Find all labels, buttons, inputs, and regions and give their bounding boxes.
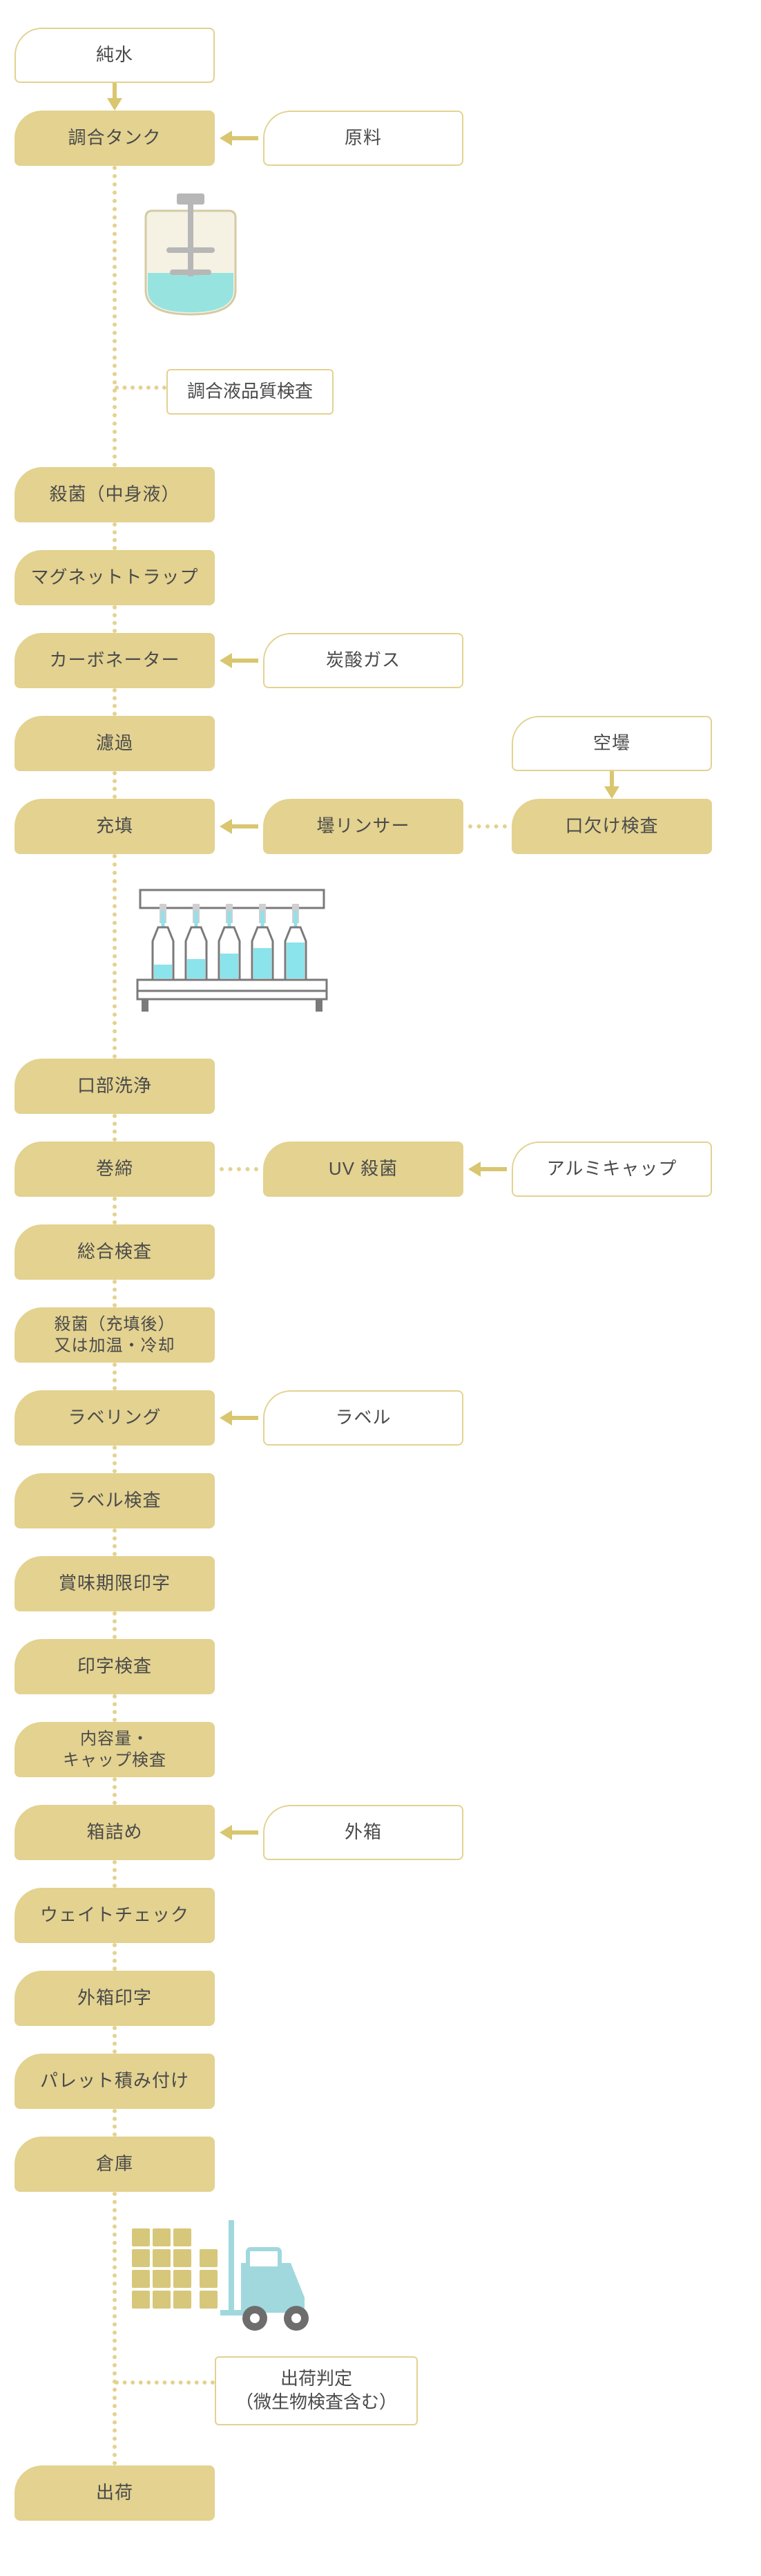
dotted-connector-vertical [113, 522, 117, 550]
flow-node-palletize: パレット積み付け [15, 2054, 215, 2109]
dotted-connector-vertical [113, 166, 117, 467]
flow-annotation-ship_judge: 出荷判定 （微生物検査含む） [215, 2356, 418, 2425]
dotted-connector-vertical [113, 1860, 117, 1888]
flow-node-carbonator: カーボネーター [15, 633, 215, 688]
arrow-left-icon [220, 129, 258, 148]
dotted-connector-vertical [113, 771, 117, 799]
flow-node-labeling: ラベリング [15, 1390, 215, 1446]
dotted-connector-vertical [113, 1114, 117, 1142]
arrow-left-icon [468, 1159, 507, 1179]
dotted-connector-horizontal [115, 2380, 215, 2385]
flow-node-uv_sterilize: UV 殺菌 [263, 1142, 463, 1197]
dotted-connector-vertical [113, 1446, 117, 1473]
flow-node-outer_box: 外箱 [263, 1805, 463, 1860]
mixing-tank-icon [132, 193, 249, 328]
dotted-connector-vertical [113, 2026, 117, 2054]
dotted-connector-vertical [113, 1943, 117, 1971]
arrow-left-icon [220, 1823, 258, 1842]
flow-node-weight_check: ウェイトチェック [15, 1888, 215, 1943]
flow-node-alu_cap: アルミキャップ [512, 1142, 712, 1197]
dotted-connector-vertical [113, 1611, 117, 1639]
dotted-connector-vertical [113, 854, 117, 1059]
flow-node-sterilize2: 殺菌（充填後） 又は加温・冷却 [15, 1307, 215, 1363]
dotted-connector-vertical [113, 1694, 117, 1722]
flow-node-shipping: 出荷 [15, 2465, 215, 2521]
flow-node-pure_water: 純水 [15, 28, 215, 83]
flow-node-filtration: 濾過 [15, 716, 215, 771]
arrow-down-icon [105, 83, 124, 111]
flow-node-rim_check: 口欠け検査 [512, 799, 712, 854]
flow-node-boxing: 箱詰め [15, 1805, 215, 1860]
flow-node-seaming: 巻締 [15, 1142, 215, 1197]
flow-node-label_input: ラベル [263, 1390, 463, 1446]
arrow-left-icon [220, 1408, 258, 1428]
dotted-connector-vertical [113, 605, 117, 633]
flow-node-warehouse: 倉庫 [15, 2137, 215, 2192]
flow-node-magnet_trap: マグネットトラップ [15, 550, 215, 605]
arrow-left-icon [220, 651, 258, 670]
flow-node-empty_bottle: 空壜 [512, 716, 712, 771]
dotted-connector-vertical [113, 2192, 117, 2465]
flow-node-box_print: 外箱印字 [15, 1971, 215, 2026]
flow-node-print_check: 印字検査 [15, 1639, 215, 1694]
flow-annotation-mix_qc: 調合液品質検査 [166, 369, 334, 415]
flow-node-raw_material: 原料 [263, 111, 463, 166]
dotted-connector-vertical [113, 1197, 117, 1224]
flow-node-mixing_tank: 調合タンク [15, 111, 215, 166]
filling-machine-icon [132, 878, 332, 1019]
dotted-connector-vertical [113, 2109, 117, 2137]
flow-node-label_check: ラベル検査 [15, 1473, 215, 1528]
arrow-down-icon [602, 771, 622, 799]
arrow-left-icon [220, 817, 258, 836]
forklift-icon [132, 2215, 332, 2339]
dotted-connector-vertical [113, 1363, 117, 1390]
flow-node-overall_insp: 総合検査 [15, 1224, 215, 1280]
flow-node-vol_cap_check: 内容量・ キャップ検査 [15, 1722, 215, 1777]
flow-node-neck_wash: 口部洗浄 [15, 1059, 215, 1114]
flow-node-bbf_print: 賞味期限印字 [15, 1556, 215, 1611]
flow-node-sterilize1: 殺菌（中身液） [15, 467, 215, 522]
dotted-connector-horizontal [220, 1167, 258, 1171]
dotted-connector-vertical [113, 1777, 117, 1805]
dotted-connector-vertical [113, 688, 117, 716]
flow-node-filling: 充填 [15, 799, 215, 854]
flow-node-co2_gas: 炭酸ガス [263, 633, 463, 688]
dotted-connector-vertical [113, 1280, 117, 1307]
flow-node-rinser: 壜リンサー [263, 799, 463, 854]
dotted-connector-horizontal [115, 386, 166, 390]
dotted-connector-vertical [113, 1528, 117, 1556]
dotted-connector-horizontal [468, 824, 507, 828]
